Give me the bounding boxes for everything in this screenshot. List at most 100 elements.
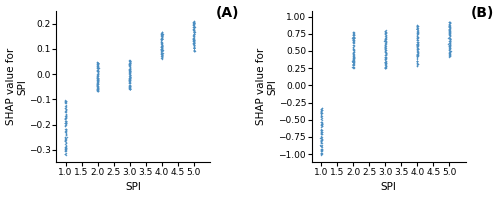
Point: [62, 138, 70, 141]
Point: [156, 53, 164, 56]
Point: [158, 33, 166, 37]
Point: [414, 61, 422, 64]
Point: [318, 132, 326, 135]
Point: [190, 42, 198, 45]
Point: [93, 86, 101, 89]
Point: [446, 27, 454, 30]
Point: [382, 53, 390, 56]
Point: [189, 39, 197, 42]
Point: [93, 76, 101, 79]
Point: [446, 20, 454, 24]
Point: [158, 51, 166, 55]
Point: [62, 128, 70, 131]
Point: [414, 37, 422, 40]
Point: [190, 31, 198, 34]
Point: [126, 78, 134, 82]
Point: [349, 63, 357, 66]
Point: [158, 48, 166, 51]
Point: [349, 61, 357, 64]
Point: [445, 46, 453, 49]
Point: [62, 124, 70, 127]
Point: [157, 56, 165, 59]
Point: [125, 78, 133, 81]
Point: [381, 32, 389, 36]
Point: [62, 133, 70, 136]
Point: [348, 59, 356, 63]
Point: [318, 122, 326, 125]
Point: [350, 50, 358, 54]
Point: [62, 116, 70, 119]
Point: [93, 85, 101, 88]
X-axis label: SPI: SPI: [125, 182, 141, 192]
Point: [318, 145, 326, 148]
Point: [382, 51, 390, 54]
Point: [190, 44, 198, 47]
Point: [157, 33, 165, 36]
Point: [62, 110, 70, 113]
Point: [414, 24, 422, 27]
Point: [381, 66, 389, 69]
Point: [126, 82, 134, 85]
Point: [94, 62, 102, 65]
Point: [349, 41, 357, 44]
Point: [413, 27, 421, 30]
Point: [158, 32, 166, 35]
Point: [190, 22, 198, 25]
Point: [445, 27, 453, 30]
Point: [62, 109, 70, 112]
Point: [126, 73, 134, 76]
Point: [62, 147, 70, 150]
Point: [446, 20, 454, 23]
Point: [381, 39, 389, 43]
Point: [126, 69, 134, 72]
Point: [414, 47, 422, 50]
Point: [414, 63, 422, 66]
Point: [190, 24, 198, 27]
Point: [445, 22, 453, 25]
Point: [414, 24, 422, 27]
Point: [446, 33, 454, 36]
Point: [414, 41, 422, 44]
Point: [350, 50, 358, 54]
Point: [414, 55, 422, 58]
Point: [62, 132, 70, 135]
Point: [318, 130, 326, 134]
Point: [318, 129, 326, 133]
Point: [94, 78, 102, 81]
Point: [94, 79, 102, 82]
Point: [446, 25, 454, 28]
Point: [446, 45, 454, 48]
Point: [158, 49, 166, 52]
Point: [414, 35, 422, 38]
Point: [446, 53, 454, 56]
Point: [190, 49, 198, 52]
Point: [158, 49, 166, 52]
Point: [446, 46, 454, 49]
Point: [62, 110, 70, 113]
Point: [62, 141, 70, 144]
Point: [62, 145, 70, 148]
Point: [61, 137, 69, 140]
Point: [61, 129, 69, 132]
Point: [382, 31, 390, 34]
Point: [158, 48, 166, 51]
Point: [382, 42, 390, 45]
Point: [318, 107, 326, 110]
Point: [94, 85, 102, 88]
Point: [62, 122, 70, 125]
Point: [190, 33, 198, 36]
Point: [158, 42, 166, 45]
Point: [94, 82, 102, 86]
Point: [61, 117, 69, 120]
Point: [382, 42, 390, 45]
Point: [93, 63, 101, 66]
Point: [413, 60, 421, 63]
Point: [446, 52, 454, 56]
Point: [446, 21, 454, 24]
Point: [350, 40, 358, 44]
Point: [350, 67, 358, 70]
Point: [446, 34, 454, 37]
Point: [94, 68, 102, 71]
Point: [94, 77, 102, 80]
Point: [349, 56, 357, 60]
